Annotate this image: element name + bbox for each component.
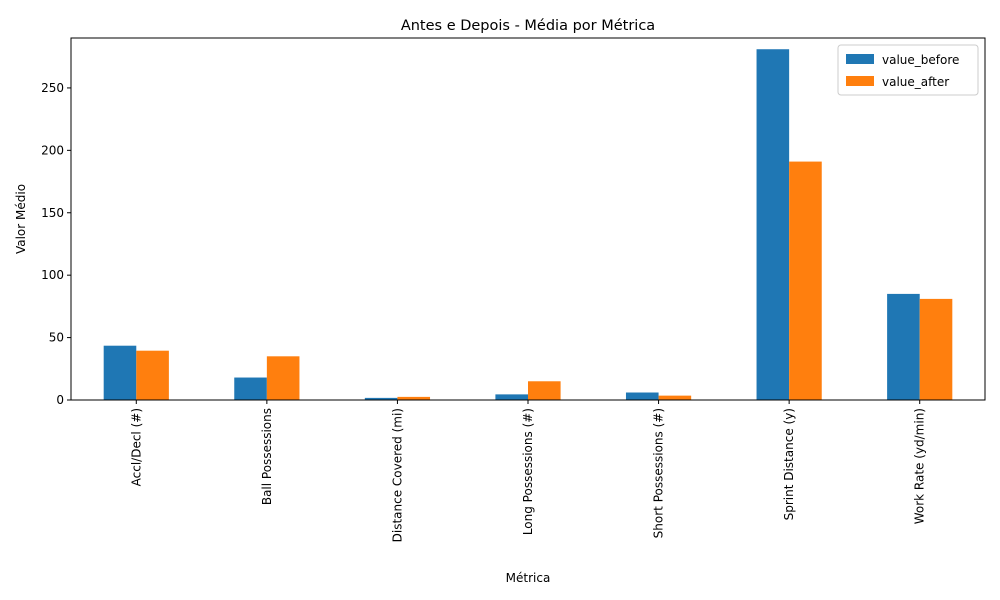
chart-title: Antes e Depois - Média por Métrica <box>401 18 655 34</box>
y-axis: 0 50 100 150 200 250 <box>41 81 71 407</box>
y-tick-label-4: 200 <box>41 143 64 157</box>
y-tick-label-1: 50 <box>49 331 64 345</box>
bar-value_after-5 <box>789 161 822 400</box>
x-tick-label-6: Work Rate (yd/min) <box>913 408 927 524</box>
bars-group <box>103 49 953 400</box>
legend-label-value_before: value_before <box>882 53 959 67</box>
x-tick-label-3: Long Possessions (#) <box>521 408 535 535</box>
legend-swatch-value_after <box>846 76 874 86</box>
bar-value_after-3 <box>528 381 561 400</box>
bar-value_after-2 <box>397 396 431 400</box>
x-tick-label-5: Sprint Distance (y) <box>782 408 796 520</box>
bar-value_after-6 <box>919 298 953 400</box>
legend-swatch-value_before <box>846 54 874 64</box>
bar-value_after-1 <box>266 356 300 400</box>
legend-label-value_after: value_after <box>882 75 949 89</box>
x-axis: Accl/Decl (#) Ball Possessions Distance Co… <box>129 400 927 542</box>
y-tick-label-2: 100 <box>41 268 64 282</box>
x-tick-label-1: Ball Possessions <box>260 408 274 505</box>
bar-value_before-1 <box>234 377 267 400</box>
plot-frame <box>70 37 986 401</box>
x-tick-label-0: Accl/Decl (#) <box>129 408 143 486</box>
bar-value_before-5 <box>756 49 790 400</box>
y-tick-label-5: 250 <box>41 81 64 95</box>
y-tick-label-3: 150 <box>41 206 64 220</box>
y-axis-label: Valor Médio <box>14 184 28 254</box>
x-tick-label-2: Distance Covered (mi) <box>390 408 404 542</box>
bar-value_after-4 <box>658 395 692 400</box>
y-tick-label-0: 0 <box>56 393 64 407</box>
bar-value_before-2 <box>364 397 398 400</box>
bar-value_before-3 <box>495 394 528 400</box>
bar-value_before-4 <box>625 392 659 400</box>
legend: value_before value_after <box>837 44 979 96</box>
bar-value_after-0 <box>136 350 169 400</box>
bar-value_before-0 <box>103 345 137 400</box>
x-axis-label: Métrica <box>506 571 551 585</box>
x-tick-label-4: Short Possessions (#) <box>652 408 666 538</box>
bar-value_before-6 <box>887 293 920 400</box>
